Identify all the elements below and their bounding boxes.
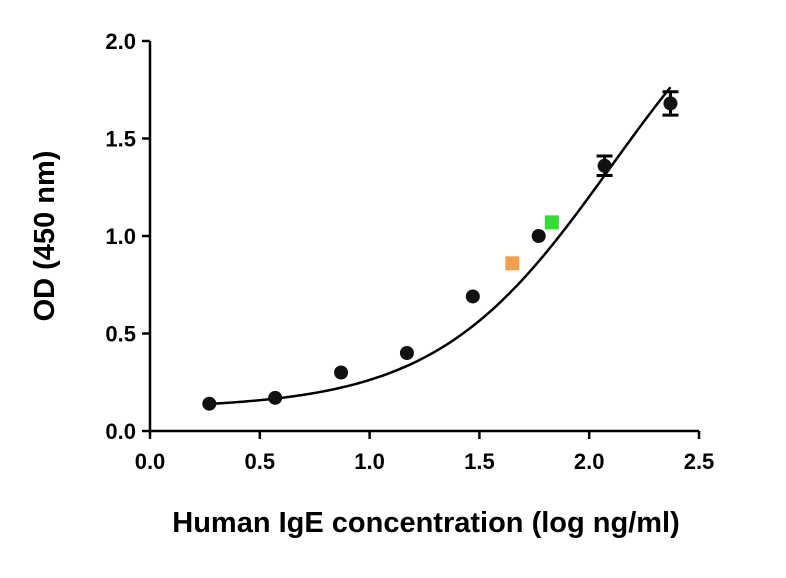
data-point	[202, 396, 217, 411]
x-axis-title: Human IgE concentration (log ng/ml)	[172, 507, 680, 539]
y-axis-title: OD (450 nm)	[29, 151, 61, 322]
data-point	[663, 96, 678, 111]
data-point-square	[544, 215, 559, 230]
data-point	[597, 158, 612, 173]
y-tick-label: 1.0	[105, 224, 136, 249]
x-tick-label: 0.5	[245, 449, 276, 474]
x-tick-label: 0.0	[135, 449, 166, 474]
fit-curve	[209, 86, 672, 406]
y-tick-label: 0.0	[105, 419, 136, 444]
fit-curve-layer	[209, 86, 672, 406]
data-point	[268, 390, 283, 405]
x-tick-label: 1.5	[464, 449, 495, 474]
tick-labels-layer: 0.0 0.5 1.0 1.5 2.0 2.5 0.0 0.5 1.0 1.5 2.0	[105, 29, 714, 474]
data-point-square	[505, 256, 520, 271]
data-points-layer	[202, 90, 679, 411]
y-tick-label: 1.5	[105, 127, 136, 152]
axes	[142, 39, 701, 439]
x-tick-label: 2.0	[574, 449, 605, 474]
data-point	[399, 346, 414, 360]
y-tick-label: 2.0	[105, 29, 136, 54]
data-point	[334, 365, 349, 380]
data-point	[531, 229, 546, 243]
x-tick-label: 1.0	[354, 449, 385, 474]
x-tick-label: 2.5	[684, 449, 715, 474]
y-tick-label: 0.5	[105, 322, 136, 347]
data-point	[465, 289, 480, 304]
